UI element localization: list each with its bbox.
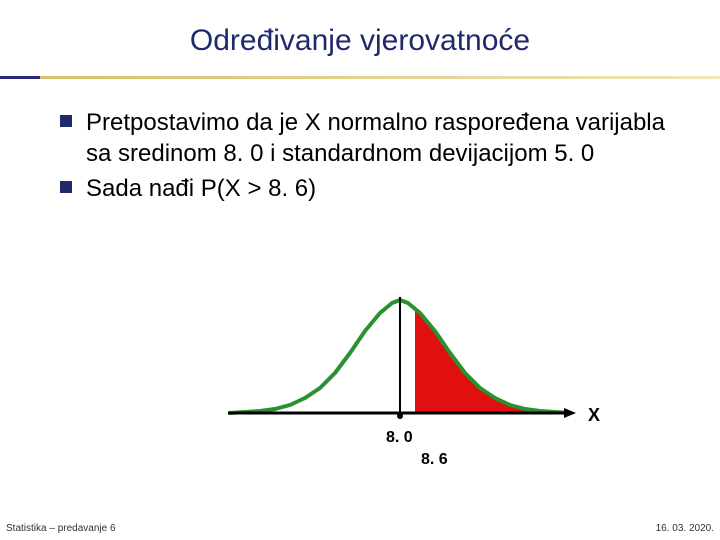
cutoff-tick-label: 8. 6 [421,451,448,469]
footer: Statistika – predavanje 6 16. 03. 2020. [0,523,720,534]
page-title: Određivanje vjerovatnoće [0,24,720,58]
normal-distribution-chart: X 8. 0 8. 6 [220,285,580,455]
bullet-square-icon [60,115,72,127]
content-area: Pretpostavimo da je X normalno raspoređe… [0,79,720,205]
x-axis-label: X [588,405,600,426]
footer-right: 16. 03. 2020. [656,523,714,534]
chart-svg [220,285,580,440]
title-region: Određivanje vjerovatnoće [0,0,720,66]
footer-left: Statistika – predavanje 6 [6,523,116,534]
bullet-item: Pretpostavimo da je X normalno raspoređe… [60,107,672,169]
bullet-square-icon [60,181,72,193]
bullet-text: Pretpostavimo da je X normalno raspoređe… [86,107,672,169]
bullet-text: Sada nađi P(X > 8. 6) [86,173,316,204]
bullet-item: Sada nađi P(X > 8. 6) [60,173,672,204]
mean-tick-label: 8. 0 [386,429,413,447]
